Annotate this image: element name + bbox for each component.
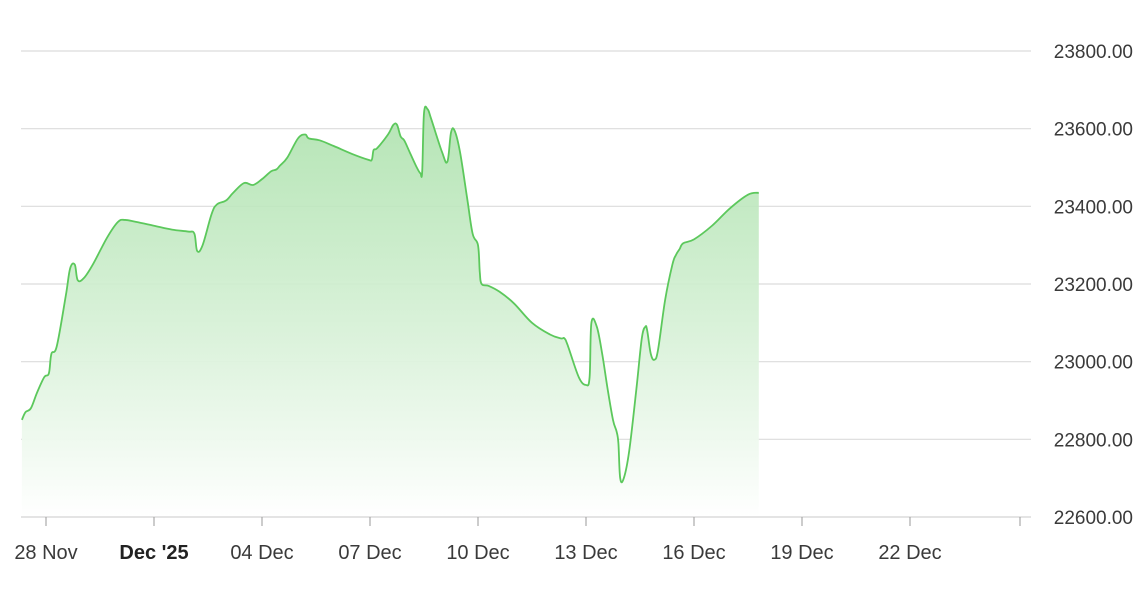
y-tick-label: 23600.00: [1054, 120, 1133, 141]
y-tick-label: 22600.00: [1054, 508, 1133, 529]
y-axis-labels: 23800.00 23600.00 23400.00 23200.00 23000.00…: [1054, 42, 1133, 529]
x-tick-label: Dec '25: [119, 542, 188, 564]
series-area-group: [21, 105, 759, 518]
y-tick-label: 23000.00: [1054, 353, 1133, 374]
y-tick-label: 23400.00: [1054, 197, 1133, 218]
x-axis: [21, 516, 1031, 526]
x-tick-label: 19 Dec: [770, 542, 833, 564]
x-tick-label: 10 Dec: [446, 542, 509, 564]
x-tick-label: 04 Dec: [230, 542, 293, 564]
x-tick-label: 16 Dec: [662, 542, 725, 564]
y-tick-label: 23200.00: [1054, 275, 1133, 296]
series-line: [21, 105, 759, 484]
x-tick-label: 07 Dec: [338, 542, 401, 564]
x-tick-label: 28 Nov: [14, 542, 77, 564]
x-tick-label: 22 Dec: [878, 542, 941, 564]
y-tick-label: 22800.00: [1054, 430, 1133, 451]
y-tick-label: 23800.00: [1054, 42, 1133, 63]
x-tick-label: 13 Dec: [554, 542, 617, 564]
series-area-fill: [21, 106, 759, 518]
